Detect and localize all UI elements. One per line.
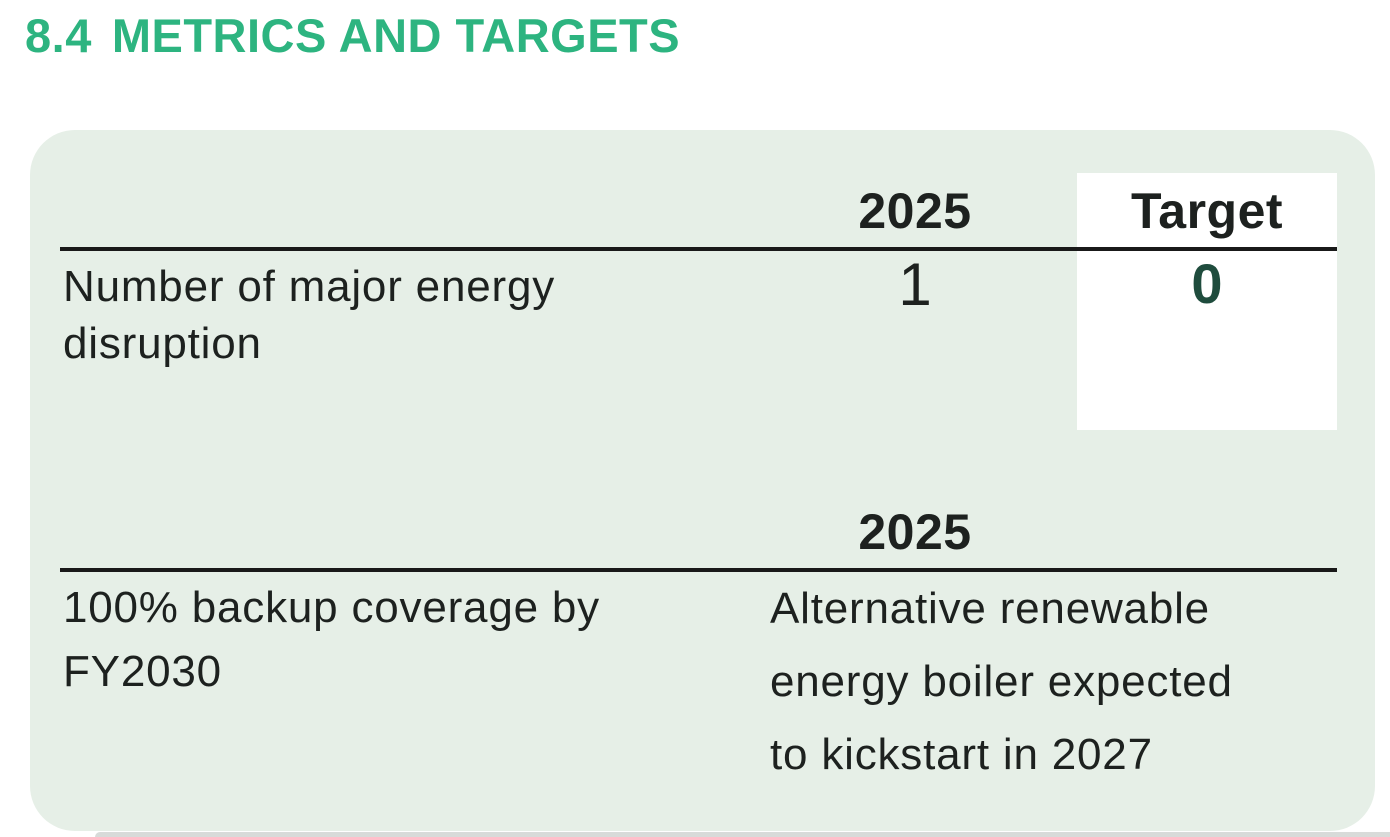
- section-title: METRICS AND TARGETS: [111, 9, 681, 62]
- table1-header-rule: [60, 247, 1337, 251]
- target-highlight-cell: [1077, 173, 1337, 430]
- table1-value-target: 0: [1191, 252, 1223, 315]
- metrics-panel: 2025 Target Number of major energy disru…: [30, 130, 1375, 831]
- table2-value-2025: Alternative renewable energy boiler expe…: [770, 584, 1233, 779]
- table2-metric-label: 100% backup coverage by FY2030: [63, 583, 600, 696]
- table2-column-header-2025: 2025: [858, 504, 972, 560]
- section-number: 8.4: [25, 9, 92, 62]
- table2-header-rule: [60, 568, 1337, 572]
- table1-value-2025: 1: [898, 251, 932, 318]
- next-panel-edge: [95, 832, 1390, 837]
- section-heading: 8.4 METRICS AND TARGETS: [25, 8, 680, 63]
- table1-column-header-2025: 2025: [858, 183, 972, 239]
- table1-metric-label: Number of major energy disruption: [63, 262, 556, 368]
- table1-column-header-target: Target: [1130, 183, 1284, 239]
